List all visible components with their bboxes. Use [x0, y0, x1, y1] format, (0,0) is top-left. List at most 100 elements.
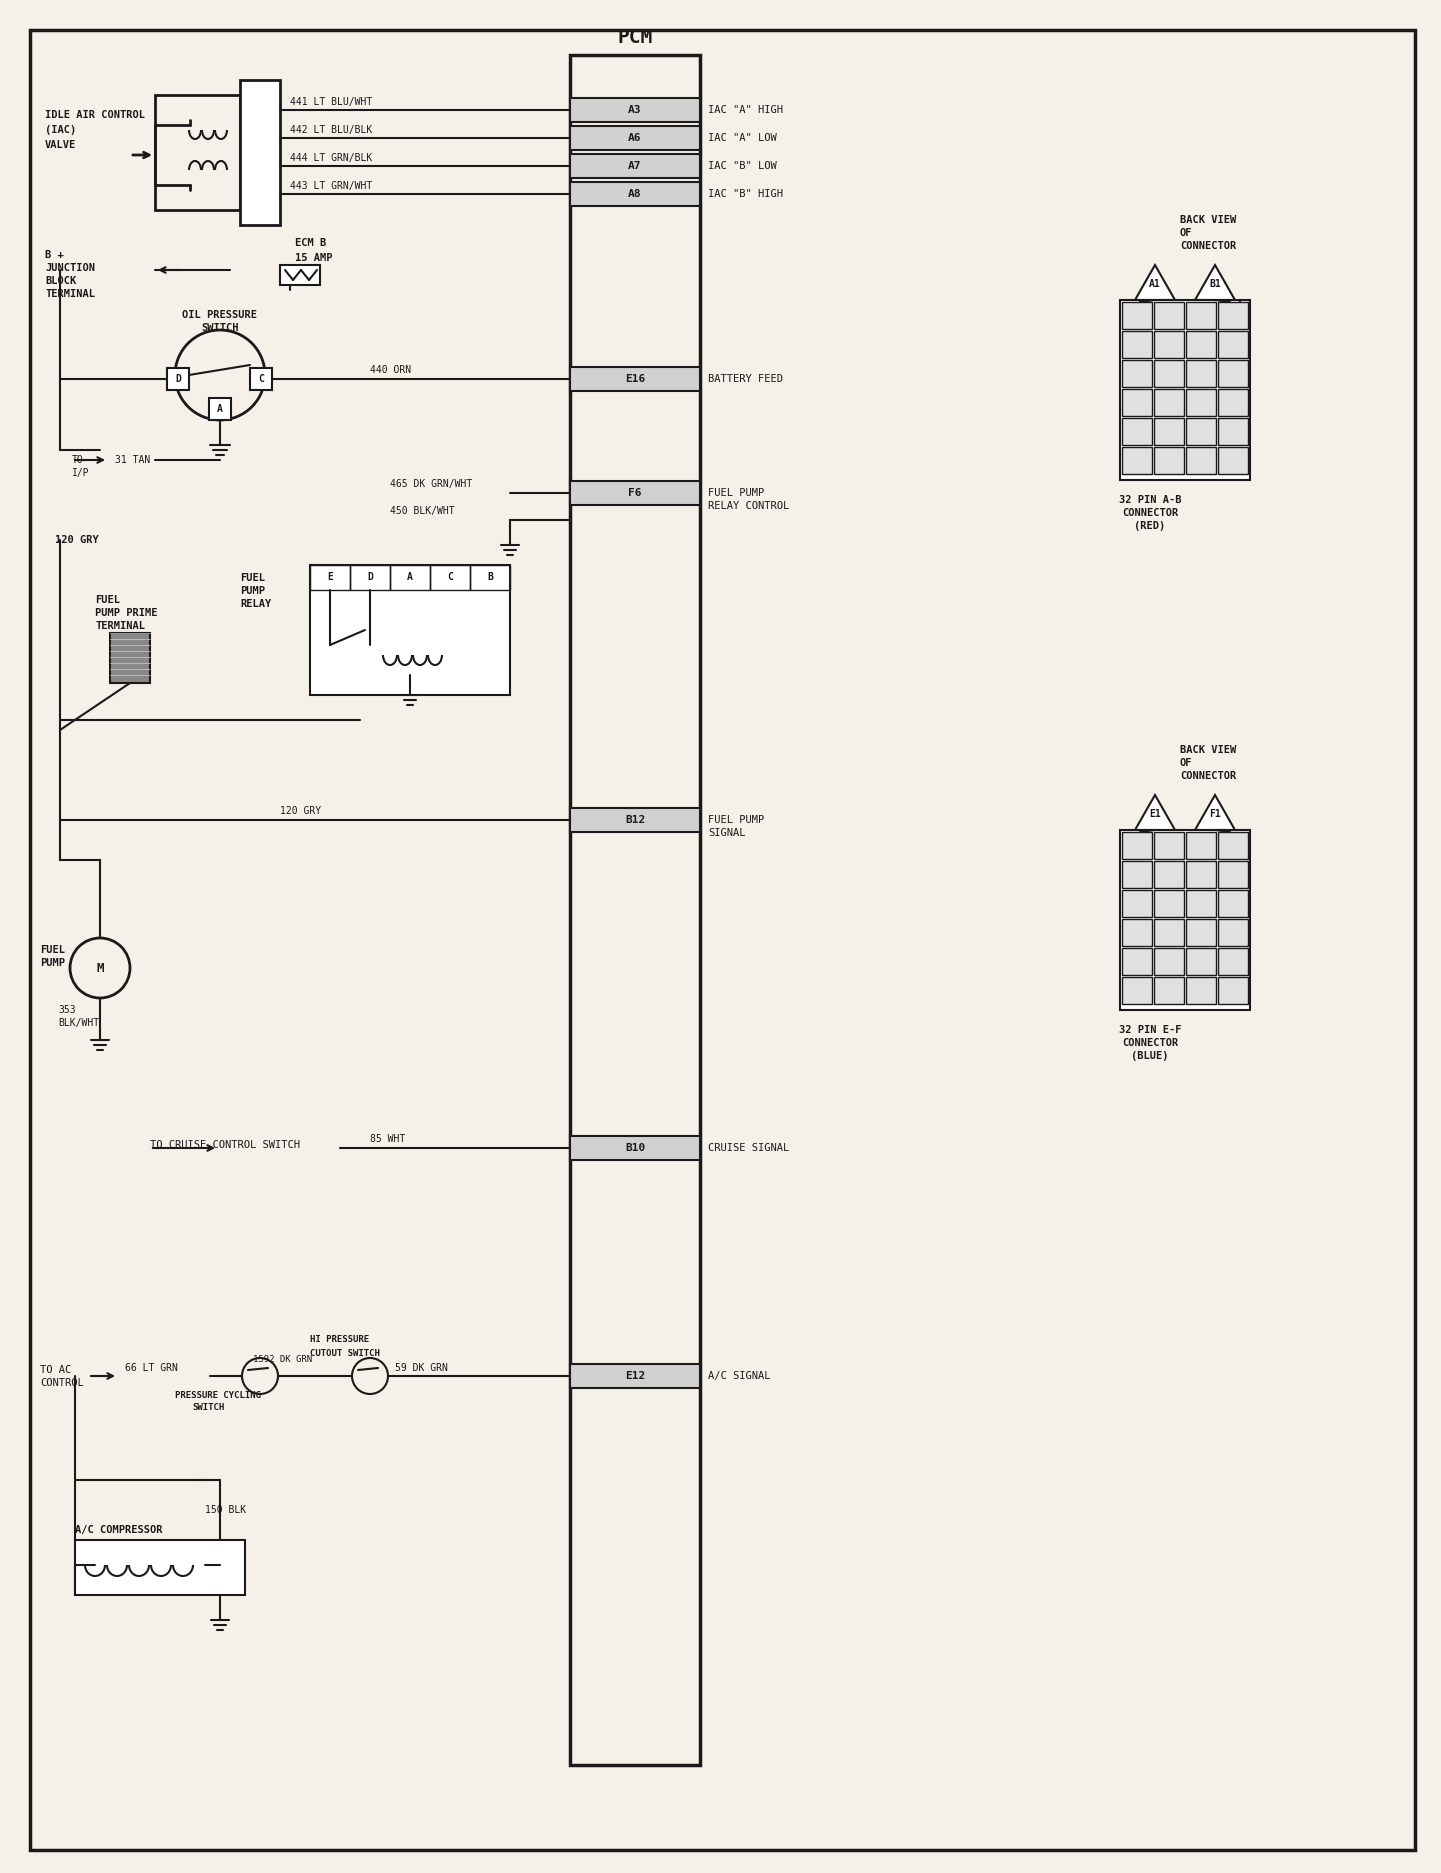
Bar [1218, 920, 1248, 946]
Text: 442 LT BLU/BLK: 442 LT BLU/BLK [290, 125, 372, 135]
Bar [571, 1137, 700, 1159]
Bar [1154, 418, 1185, 446]
Text: 441 LT BLU/WHT: 441 LT BLU/WHT [290, 97, 372, 107]
Bar [1218, 332, 1248, 358]
Text: A8: A8 [628, 189, 641, 199]
Text: OIL PRESSURE: OIL PRESSURE [183, 311, 258, 320]
Text: HI PRESSURE: HI PRESSURE [310, 1335, 369, 1345]
Text: A6: A6 [628, 133, 641, 142]
Bar [110, 633, 150, 684]
Bar [1218, 832, 1248, 860]
Text: CRUISE SIGNAL: CRUISE SIGNAL [708, 1143, 790, 1154]
Bar [1123, 302, 1151, 330]
Text: PCM: PCM [617, 28, 653, 47]
Bar [1218, 890, 1248, 918]
Text: B1: B1 [1209, 279, 1221, 288]
Bar [1154, 978, 1185, 1004]
Bar [1123, 448, 1151, 474]
Bar [1154, 890, 1185, 918]
Text: 444 LT GRN/BLK: 444 LT GRN/BLK [290, 154, 372, 163]
Text: 1592 DK GRN: 1592 DK GRN [254, 1356, 313, 1365]
Text: IAC "A" LOW: IAC "A" LOW [708, 133, 777, 142]
Text: 15 AMP: 15 AMP [295, 253, 333, 262]
Text: OF: OF [1180, 229, 1193, 238]
Bar [1186, 390, 1216, 416]
Bar [1186, 418, 1216, 446]
Bar [1123, 948, 1151, 976]
Bar [1218, 978, 1248, 1004]
Text: FUEL: FUEL [40, 946, 65, 955]
Bar [1186, 832, 1216, 860]
Text: TERMINAL: TERMINAL [95, 622, 146, 631]
Polygon shape [1195, 794, 1235, 830]
Text: PUMP: PUMP [241, 586, 265, 596]
Text: E: E [327, 571, 333, 583]
Text: CONNECTOR: CONNECTOR [1123, 508, 1179, 519]
Bar [350, 566, 391, 590]
Text: BACK VIEW: BACK VIEW [1180, 215, 1236, 225]
Bar [571, 54, 700, 1764]
Bar [75, 1540, 245, 1596]
Bar [1154, 448, 1185, 474]
Bar [571, 97, 700, 122]
Text: BLOCK: BLOCK [45, 275, 76, 287]
Text: IAC "A" HIGH: IAC "A" HIGH [708, 105, 782, 114]
Text: C: C [447, 571, 452, 583]
Text: 31 TAN: 31 TAN [115, 455, 150, 465]
Text: CUTOUT SWITCH: CUTOUT SWITCH [310, 1349, 380, 1358]
Text: CONTROL: CONTROL [40, 1379, 84, 1388]
Bar [1123, 418, 1151, 446]
Text: JUNCTION: JUNCTION [45, 262, 95, 273]
Text: OF: OF [1180, 759, 1193, 768]
Bar [1218, 948, 1248, 976]
Polygon shape [1136, 264, 1174, 300]
Bar [1123, 862, 1151, 888]
Text: 440 ORN: 440 ORN [370, 365, 411, 375]
Text: BATTERY FEED: BATTERY FEED [708, 375, 782, 384]
Bar [470, 566, 510, 590]
Bar [571, 367, 700, 391]
Text: B: B [487, 571, 493, 583]
Bar [1218, 448, 1248, 474]
Bar [1123, 920, 1151, 946]
Bar [1186, 302, 1216, 330]
Text: C: C [258, 375, 264, 384]
Bar [1120, 830, 1249, 1010]
Text: PUMP: PUMP [40, 957, 65, 968]
Text: A: A [218, 405, 223, 414]
Bar [571, 481, 700, 506]
Text: TO: TO [72, 455, 84, 465]
Text: SWITCH: SWITCH [192, 1403, 225, 1412]
Text: CONNECTOR: CONNECTOR [1123, 1038, 1179, 1049]
Text: VALVE: VALVE [45, 140, 76, 150]
Text: BACK VIEW: BACK VIEW [1180, 745, 1236, 755]
Text: FUEL: FUEL [95, 596, 120, 605]
Bar [1186, 332, 1216, 358]
Text: FUEL: FUEL [241, 573, 265, 583]
Bar [156, 96, 241, 210]
Bar [1154, 332, 1185, 358]
Text: A/C COMPRESSOR: A/C COMPRESSOR [75, 1525, 163, 1536]
Bar [1218, 390, 1248, 416]
Bar [1154, 920, 1185, 946]
Bar [1123, 390, 1151, 416]
Text: (IAC): (IAC) [45, 125, 76, 135]
Bar [1186, 890, 1216, 918]
Text: TO CRUISE CONTROL SWITCH: TO CRUISE CONTROL SWITCH [150, 1141, 300, 1150]
Bar [1218, 360, 1248, 388]
Bar [1123, 332, 1151, 358]
Text: BLK/WHT: BLK/WHT [58, 1019, 99, 1028]
Bar [571, 1364, 700, 1388]
Bar [249, 367, 272, 390]
Bar [1154, 832, 1185, 860]
Text: 32 PIN A-B: 32 PIN A-B [1118, 494, 1182, 506]
Text: E1: E1 [1148, 809, 1161, 819]
Bar [1186, 448, 1216, 474]
Text: 353: 353 [58, 1006, 75, 1015]
Text: A7: A7 [628, 161, 641, 170]
Text: A: A [406, 571, 414, 583]
Bar [1154, 948, 1185, 976]
Text: FUEL PUMP: FUEL PUMP [708, 815, 764, 824]
Text: B10: B10 [625, 1143, 646, 1154]
Text: (RED): (RED) [1134, 521, 1166, 532]
